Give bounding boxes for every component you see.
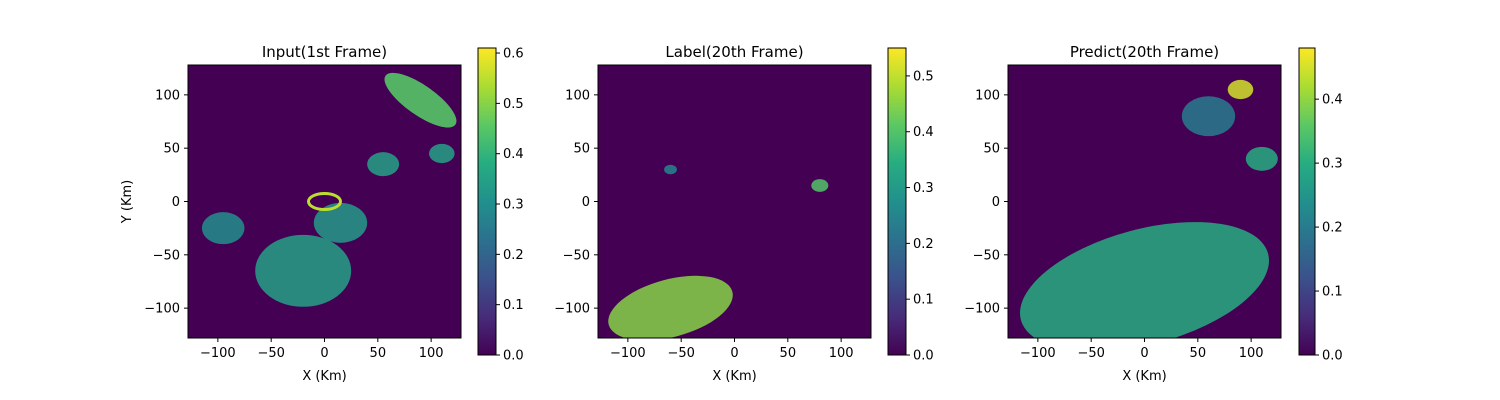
- y-tick-label: −100: [554, 302, 590, 317]
- x-tick-label: −100: [610, 346, 646, 361]
- colorbar: 0.0 0.1 0.2 0.3 0.4 0.5 0.6: [477, 47, 524, 364]
- x-tick-label: 50: [370, 346, 387, 361]
- colorbar-tick-label: 0.4: [503, 147, 524, 162]
- x-tick-label: −50: [1077, 346, 1104, 361]
- heatmap-area: [598, 65, 871, 338]
- echo-region: [429, 143, 455, 164]
- y-tick-label: −100: [144, 302, 180, 317]
- colorbar: 0.0 0.1 0.2 0.3 0.4: [1298, 47, 1343, 364]
- colorbar-frame: [1298, 47, 1316, 356]
- x-axis-label: X (Km): [1122, 369, 1166, 384]
- colorbar-gradient: [478, 48, 496, 355]
- colorbar-tick-label: 0.5: [503, 97, 524, 112]
- panel-title: Predict(20th Frame): [1070, 43, 1219, 61]
- colorbar-tick-label: 0.0: [1322, 349, 1343, 364]
- colorbar-tick-label: 0.3: [913, 181, 934, 196]
- x-tick-label: 0: [1140, 346, 1148, 361]
- colorbar-gradient: [1299, 48, 1315, 355]
- echo-region: [255, 234, 352, 307]
- colorbar-tick-label: 0.5: [913, 69, 934, 84]
- y-tick-label: 100: [565, 88, 590, 103]
- colorbar-tick-label: 0.0: [503, 349, 524, 364]
- colorbar-frame: [477, 47, 497, 356]
- y-axis: −100 −50 0 50 100: [554, 88, 598, 317]
- y-tick-label: 0: [992, 195, 1000, 210]
- x-axis: −100 −50 0 50 100: [200, 338, 444, 361]
- x-axis: −100 −50 0 50 100: [1020, 338, 1264, 361]
- y-tick-label: −100: [964, 302, 1000, 317]
- panel-input: Input(1st Frame) −100 −50 0 50 100 −100 −50 0 5…: [120, 43, 524, 384]
- echo-region: [1245, 146, 1278, 171]
- y-tick-label: 0: [172, 195, 180, 210]
- panel-title: Label(20th Frame): [665, 43, 803, 61]
- y-axis-label: Y (Km): [120, 180, 135, 224]
- echo-region: [367, 152, 400, 177]
- echo-region: [1019, 222, 1270, 338]
- x-tick-label: 0: [320, 346, 328, 361]
- colorbar-tick-label: 0.1: [503, 298, 524, 313]
- colorbar-frame: [887, 47, 907, 356]
- echo-region: [811, 179, 829, 192]
- colorbar-tick-label: 0.0: [913, 349, 934, 364]
- y-tick-label: −50: [563, 248, 590, 263]
- y-tick-label: 100: [155, 88, 180, 103]
- colorbar-tick-label: 0.3: [1322, 157, 1343, 172]
- y-axis: −100 −50 0 50 100: [144, 88, 188, 317]
- x-tick-label: 0: [730, 346, 738, 361]
- colorbar-tick-label: 0.4: [913, 125, 934, 140]
- colorbar-gradient: [888, 48, 906, 355]
- colorbar-tick-label: 0.4: [1322, 93, 1343, 108]
- y-axis: −100 −50 0 50 100: [964, 88, 1008, 317]
- x-tick-label: 50: [780, 346, 797, 361]
- y-tick-label: −50: [153, 248, 180, 263]
- x-axis-label: X (Km): [302, 369, 346, 384]
- echo-region: [201, 212, 245, 245]
- colorbar-tick-label: 0.1: [1322, 285, 1343, 300]
- y-tick-label: 50: [573, 142, 590, 157]
- y-tick-label: 0: [582, 195, 590, 210]
- x-tick-label: −50: [257, 346, 284, 361]
- colorbar-tick-label: 0.2: [1322, 221, 1343, 236]
- echo-region: [1181, 96, 1236, 137]
- echo-region: [608, 275, 733, 338]
- heatmap-area: [1008, 65, 1281, 338]
- x-tick-label: 50: [1190, 346, 1207, 361]
- panel-label: Label(20th Frame) −100 −50 0 50 100 −100 −50 0…: [554, 43, 933, 384]
- x-tick-label: −50: [667, 346, 694, 361]
- colorbar-tick-label: 0.6: [503, 47, 524, 62]
- panel-predict: Predict(20th Frame) −100 −50 0 50 100 −100 −5…: [964, 43, 1342, 384]
- colorbar-tick-label: 0.2: [503, 248, 524, 263]
- x-axis: −100 −50 0 50 100: [610, 338, 854, 361]
- echo-region: [664, 164, 677, 175]
- y-tick-label: −50: [973, 248, 1000, 263]
- echo-region: [384, 72, 457, 128]
- colorbar-tick-label: 0.3: [503, 198, 524, 213]
- colorbar-tick-label: 0.1: [913, 293, 934, 308]
- x-axis-label: X (Km): [712, 369, 756, 384]
- echo-region: [307, 192, 342, 211]
- y-tick-label: 100: [975, 88, 1000, 103]
- echo-region: [313, 202, 368, 243]
- y-tick-label: 50: [163, 142, 180, 157]
- panel-title: Input(1st Frame): [262, 43, 387, 61]
- echo-region: [1227, 79, 1254, 100]
- heatmap-area: [188, 65, 461, 338]
- x-tick-label: −100: [1020, 346, 1056, 361]
- x-tick-label: −100: [200, 346, 236, 361]
- colorbar: 0.0 0.1 0.2 0.3 0.4 0.5: [887, 47, 934, 364]
- y-tick-label: 50: [983, 142, 1000, 157]
- x-tick-label: 100: [829, 346, 854, 361]
- x-tick-label: 100: [1239, 346, 1264, 361]
- colorbar-tick-label: 0.2: [913, 237, 934, 252]
- x-tick-label: 100: [419, 346, 444, 361]
